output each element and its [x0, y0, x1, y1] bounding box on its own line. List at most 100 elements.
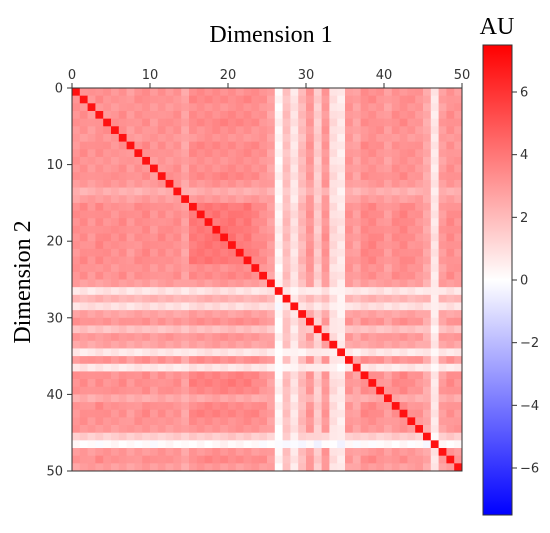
heatmap-cell	[150, 248, 159, 257]
heatmap-cell	[352, 333, 361, 342]
heatmap-cell	[376, 386, 385, 395]
heatmap-cell	[204, 448, 213, 457]
heatmap-cell	[360, 179, 369, 188]
heatmap-cell	[126, 271, 135, 280]
heatmap-cell	[212, 88, 221, 97]
heatmap-cell	[345, 126, 354, 135]
heatmap-cell	[313, 248, 322, 257]
heatmap-cell	[329, 179, 338, 188]
heatmap-cell	[220, 302, 229, 311]
heatmap-cell	[220, 348, 229, 357]
heatmap-cell	[189, 95, 198, 104]
heatmap-cell	[391, 425, 400, 434]
heatmap-cell	[337, 95, 346, 104]
heatmap-cell	[204, 225, 213, 234]
heatmap-cell	[87, 371, 96, 380]
heatmap-cell	[173, 294, 182, 303]
heatmap-cell	[189, 463, 198, 472]
heatmap-cell	[196, 279, 205, 288]
heatmap-cell	[337, 164, 346, 173]
heatmap-cell	[204, 110, 213, 119]
heatmap-cell	[329, 317, 338, 326]
heatmap-cell	[337, 172, 346, 181]
heatmap-cell	[267, 379, 276, 388]
heatmap-cell	[181, 440, 190, 449]
heatmap-cell	[212, 187, 221, 196]
heatmap-cell	[438, 325, 447, 334]
heatmap-cell	[306, 287, 315, 296]
heatmap-cell	[368, 110, 377, 119]
heatmap-cell	[87, 233, 96, 242]
heatmap-cell	[150, 118, 159, 127]
heatmap-cell	[212, 333, 221, 342]
heatmap-cell	[274, 187, 283, 196]
heatmap-cell	[415, 88, 424, 97]
heatmap-cell	[189, 402, 198, 411]
heatmap-cell	[337, 271, 346, 280]
heatmap-cell	[204, 202, 213, 211]
heatmap-cell	[235, 287, 244, 296]
heatmap-cell	[259, 118, 268, 127]
heatmap-cell	[142, 149, 151, 158]
heatmap-cell	[196, 110, 205, 119]
heatmap-cell	[329, 394, 338, 403]
heatmap-cell	[181, 264, 190, 273]
heatmap-cell	[282, 271, 291, 280]
heatmap-cell	[118, 394, 127, 403]
heatmap-cell	[228, 371, 237, 380]
heatmap-cell	[235, 241, 244, 250]
heatmap-cell	[228, 333, 237, 342]
heatmap-cell	[376, 133, 385, 142]
heatmap-cell	[173, 340, 182, 349]
heatmap-cell	[189, 118, 198, 127]
heatmap-cell	[165, 386, 174, 395]
heatmap-cell	[282, 256, 291, 265]
heatmap-cell	[72, 402, 81, 411]
heatmap-cell	[423, 195, 432, 204]
heatmap-cell	[95, 179, 104, 188]
heatmap-cell	[313, 271, 322, 280]
heatmap-cell	[282, 126, 291, 135]
heatmap-cell	[407, 210, 416, 219]
heatmap-cell	[368, 432, 377, 441]
heatmap-cell	[204, 233, 213, 242]
heatmap-cell	[251, 340, 260, 349]
heatmap-cell	[196, 325, 205, 334]
heatmap-cell	[134, 241, 143, 250]
heatmap-cell	[181, 448, 190, 457]
heatmap-cell	[142, 233, 151, 242]
heatmap-cell	[111, 394, 120, 403]
heatmap-cell	[150, 133, 159, 142]
heatmap-cell	[150, 88, 159, 97]
heatmap-cell	[103, 325, 112, 334]
heatmap-cell	[235, 264, 244, 273]
heatmap-cell	[329, 455, 338, 464]
heatmap-cell	[438, 402, 447, 411]
heatmap-cell	[235, 149, 244, 158]
heatmap-cell	[228, 317, 237, 326]
heatmap-cell	[306, 187, 315, 196]
heatmap-cell	[368, 386, 377, 395]
heatmap-cell	[87, 394, 96, 403]
heatmap-cell	[337, 195, 346, 204]
heatmap-cell	[337, 233, 346, 242]
heatmap-cell	[212, 463, 221, 472]
heatmap-cell	[290, 118, 299, 127]
heatmap-cell	[189, 103, 198, 112]
heatmap-cell	[360, 279, 369, 288]
heatmap-cell	[243, 356, 252, 365]
heatmap-cell	[204, 302, 213, 311]
heatmap-cell	[454, 103, 463, 112]
heatmap-cell	[384, 172, 393, 181]
heatmap-cell	[391, 256, 400, 265]
heatmap-cell	[196, 455, 205, 464]
heatmap-cell	[345, 133, 354, 142]
heatmap-cell	[376, 256, 385, 265]
heatmap-cell	[220, 141, 229, 150]
heatmap-cell	[126, 325, 135, 334]
heatmap-cell	[282, 325, 291, 334]
heatmap-cell	[345, 302, 354, 311]
heatmap-cell	[165, 402, 174, 411]
heatmap-cell	[407, 340, 416, 349]
